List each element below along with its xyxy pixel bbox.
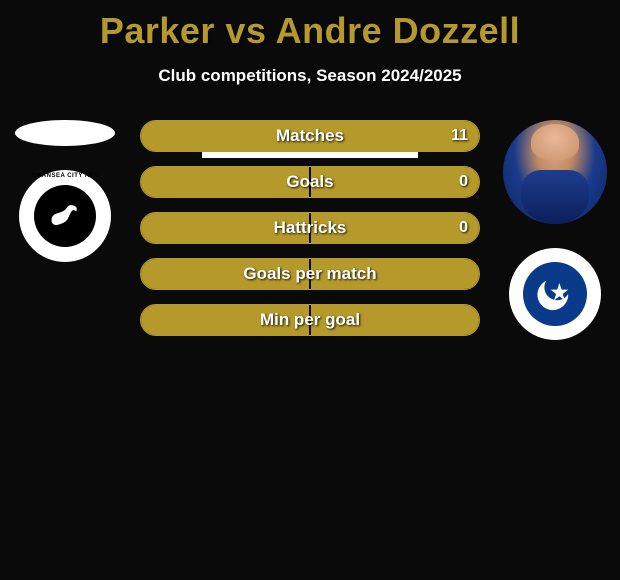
bar-value-right: 0 <box>459 219 468 237</box>
bar-value-right: 0 <box>459 173 468 191</box>
portsmouth-inner-circle <box>523 262 587 326</box>
player-right-avatar <box>503 120 607 224</box>
main-area: SWANSEA CITY AFC <box>0 120 620 480</box>
swan-icon <box>46 202 84 230</box>
stat-row: Min per goal <box>140 304 480 336</box>
club-badge-swansea: SWANSEA CITY AFC <box>19 170 111 262</box>
player-right-column <box>500 120 610 340</box>
bar-label: Goals per match <box>140 264 480 284</box>
club-badge-portsmouth <box>509 248 601 340</box>
stat-row: Matches11 <box>140 120 480 152</box>
player-left-avatar <box>15 120 115 146</box>
badge-text-top: SWANSEA CITY AFC <box>19 173 111 179</box>
stat-row: Hattricks0 <box>140 212 480 244</box>
bar-value-right: 11 <box>451 127 468 145</box>
stat-row: Goals per match <box>140 258 480 290</box>
stat-row: Goals0 <box>140 166 480 198</box>
bar-label: Min per goal <box>140 310 480 330</box>
bar-label: Hattricks <box>140 218 480 238</box>
player-left-column: SWANSEA CITY AFC <box>10 120 120 262</box>
bar-label: Goals <box>140 172 480 192</box>
stat-bars: Matches11Goals0Hattricks0Goals per match… <box>140 120 480 350</box>
swansea-inner-circle <box>34 185 96 247</box>
page-title: Parker vs Andre Dozzell <box>0 10 620 52</box>
comparison-card: Parker vs Andre Dozzell Club competition… <box>0 0 620 480</box>
page-subtitle: Club competitions, Season 2024/2025 <box>0 66 620 86</box>
star-moon-icon <box>533 272 577 316</box>
bar-label: Matches <box>140 126 480 146</box>
